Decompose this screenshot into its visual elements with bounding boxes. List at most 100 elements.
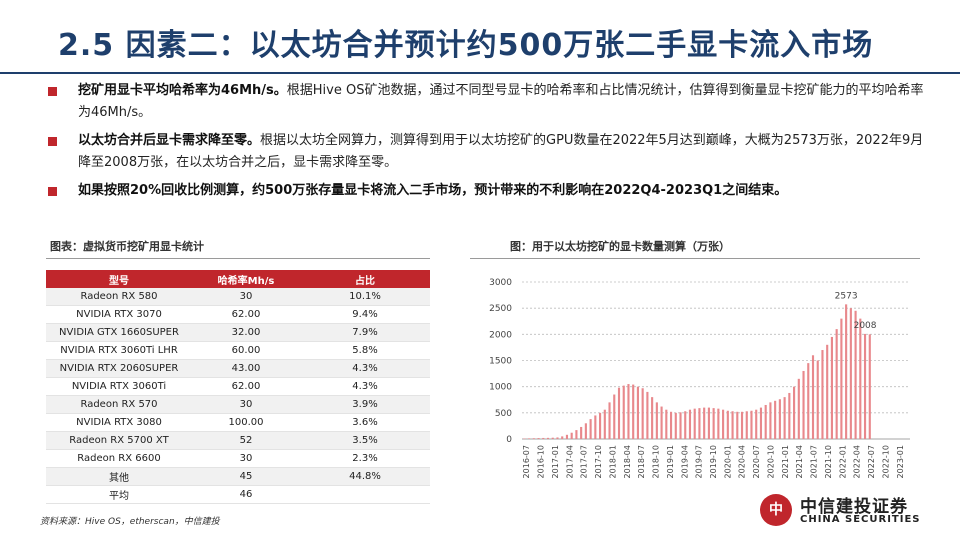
- table-row: Radeon RX 5700 XT 52 3.5%: [46, 431, 430, 450]
- bar: [679, 412, 682, 439]
- bar: [816, 360, 819, 439]
- bar: [546, 437, 550, 439]
- cell-share: 3.5%: [300, 431, 430, 450]
- bullet-bold: 以太坊合并后显卡需求降至零。: [78, 133, 261, 148]
- table-header-row: 型号 哈希率Mh/s 占比: [46, 270, 430, 288]
- bar: [802, 370, 805, 439]
- bar: [764, 404, 767, 439]
- table-caption: 图表：虚拟货币挖矿用显卡统计: [50, 240, 204, 253]
- bar: [556, 437, 559, 439]
- title-divider: [0, 72, 960, 74]
- bar: [830, 336, 833, 439]
- cell-model: NVIDIA RTX 2060SUPER: [46, 359, 192, 378]
- bar: [651, 397, 654, 439]
- cell-model: Radeon RX 570: [46, 395, 192, 414]
- x-tick-label: 2022-01: [838, 445, 847, 478]
- bar: [736, 411, 739, 439]
- bar: [660, 406, 663, 439]
- logo-name-cn: 中信建投证券: [800, 497, 908, 517]
- cell-share: 10.1%: [300, 288, 430, 306]
- bar: [561, 436, 564, 439]
- table-row: Radeon RX 6600 30 2.3%: [46, 449, 430, 468]
- chart-caption-divider: [470, 258, 920, 259]
- bar: [774, 400, 777, 439]
- table-row: 平均 46: [46, 485, 430, 504]
- x-tick-label: 2020-01: [723, 445, 732, 478]
- table-row: NVIDIA RTX 3080 100.00 3.6%: [46, 413, 430, 432]
- cell-hashrate: 43.00: [192, 359, 300, 378]
- bar: [674, 412, 677, 439]
- bar: [646, 391, 649, 439]
- bar: [688, 409, 692, 439]
- bar: [793, 386, 796, 439]
- bar: [821, 350, 824, 439]
- bar: [641, 388, 644, 439]
- bar: [845, 304, 848, 439]
- x-tick-label: 2021-04: [795, 445, 804, 478]
- logo-name-en: CHINA SECURITIES: [800, 514, 921, 525]
- page-title: 2.5 因素二：以太坊合并预计约500万张二手显卡流入市场: [58, 28, 874, 63]
- bar: [868, 334, 871, 439]
- table-row: Radeon RX 570 30 3.9%: [46, 395, 430, 414]
- cell-model: Radeon RX 5700 XT: [46, 431, 192, 450]
- bar: [580, 426, 583, 439]
- bar: [826, 344, 829, 439]
- x-tick-label: 2019-04: [680, 445, 689, 478]
- bar: [693, 408, 696, 439]
- cell-hashrate: 32.00: [192, 323, 300, 342]
- bar: [783, 397, 786, 439]
- bar: [840, 318, 843, 439]
- x-tick-label: 2016-07: [522, 445, 531, 478]
- x-tick-label: 2017-07: [580, 445, 589, 478]
- cell-share: 7.9%: [300, 323, 430, 342]
- bar: [537, 438, 540, 439]
- bar: [717, 408, 720, 439]
- bullet-square-icon: [48, 187, 57, 196]
- x-tick-label: 2021-07: [810, 445, 819, 478]
- x-tick-label: 2022-04: [853, 445, 862, 478]
- bar: [542, 437, 545, 439]
- cell-share: 2.3%: [300, 449, 430, 468]
- cell-share: [300, 485, 430, 504]
- cell-share: 4.3%: [300, 377, 430, 396]
- bar: [788, 392, 791, 439]
- cell-hashrate: 30: [192, 449, 300, 468]
- bar: [797, 378, 800, 439]
- header-hashrate: 哈希率Mh/s: [192, 270, 300, 288]
- bar: [707, 407, 710, 439]
- cell-share: 3.6%: [300, 413, 430, 432]
- bar: [617, 387, 621, 439]
- bullet-demand: 以太坊合并后显卡需求降至零。根据以太坊全网算力，测算得到用于以太坊挖矿的GPU数…: [48, 130, 928, 174]
- gpu-table: 型号 哈希率Mh/s 占比 Radeon RX 580 30 10.1% NVIDI…: [46, 270, 430, 504]
- x-tick-label: 2022-10: [881, 445, 890, 478]
- table-row: NVIDIA RTX 3060Ti 62.00 4.3%: [46, 377, 430, 396]
- bar: [703, 407, 706, 439]
- bar: [859, 318, 862, 439]
- x-tick-label: 2021-10: [824, 445, 833, 478]
- bar: [613, 394, 616, 439]
- cell-hashrate: 45: [192, 467, 300, 486]
- bar: [599, 412, 602, 439]
- cell-model: NVIDIA RTX 3070: [46, 305, 192, 324]
- bar: [636, 386, 639, 439]
- chart-caption: 图：用于以太坊挖矿的显卡数量测算（万张）: [510, 240, 730, 253]
- table-row: NVIDIA RTX 2060SUPER 43.00 4.3%: [46, 359, 430, 378]
- bar: [849, 308, 852, 439]
- cell-hashrate: 62.00: [192, 377, 300, 396]
- bar: [565, 434, 569, 439]
- cell-hashrate: 30: [192, 395, 300, 414]
- cell-hashrate: 60.00: [192, 341, 300, 360]
- x-tick-label: 2020-10: [766, 445, 775, 478]
- cell-model: Radeon RX 580: [46, 288, 192, 306]
- bullet-text: 根据Hive OS矿池数据，通过不同型号显卡的哈希率和占比情况统计，估算得到衡量…: [78, 83, 924, 120]
- bar: [726, 410, 729, 439]
- bar: [835, 329, 838, 439]
- bar: [750, 410, 753, 439]
- bar: [655, 402, 658, 439]
- x-tick-label: 2017-01: [551, 445, 560, 478]
- x-tick-label: 2018-04: [623, 445, 632, 478]
- cell-model: NVIDIA RTX 3060Ti: [46, 377, 192, 396]
- bar: [740, 411, 744, 439]
- data-label: 2573: [835, 291, 858, 301]
- bar: [769, 402, 772, 439]
